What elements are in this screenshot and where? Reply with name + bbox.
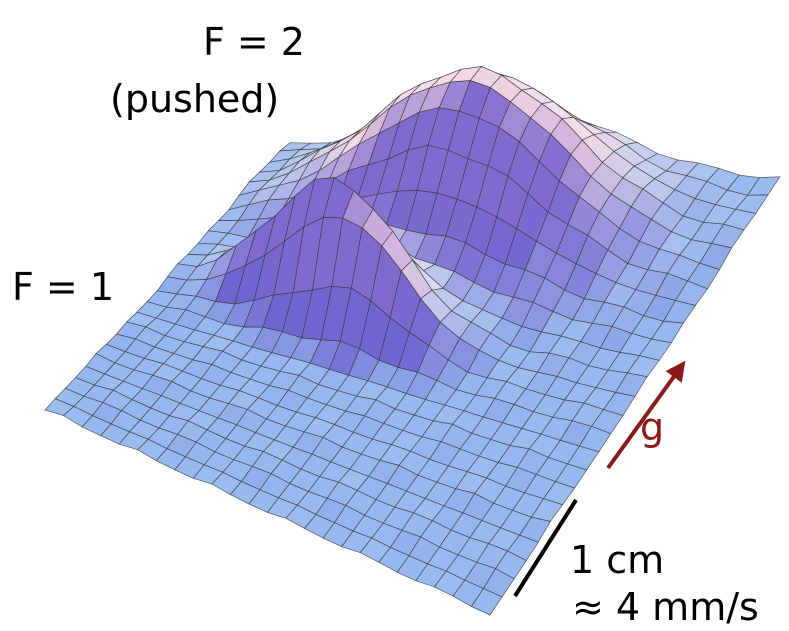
surface-patch <box>470 588 503 616</box>
surface-plot <box>44 66 781 616</box>
peak-note: (pushed) <box>110 77 279 121</box>
gravity-arrow <box>606 360 686 470</box>
peak-label: F = 2 <box>203 20 305 64</box>
gravity-label: g <box>640 405 664 449</box>
scale-bar <box>513 498 578 598</box>
scale-label: ≈ 4 mm/s <box>572 585 759 629</box>
peak-label: F = 1 <box>12 265 114 309</box>
scale-label: 1 cm <box>570 538 664 582</box>
